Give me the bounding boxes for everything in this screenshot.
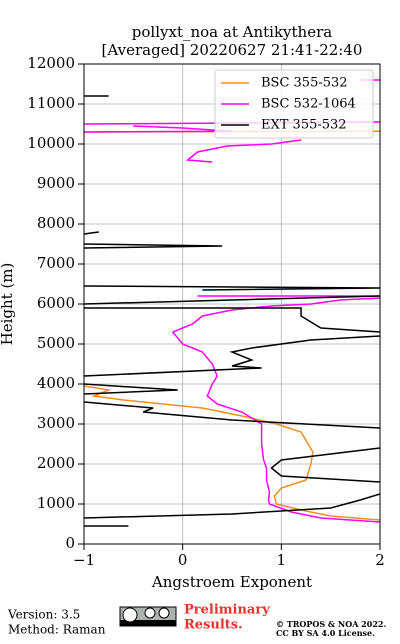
y-tick-label: 0 xyxy=(65,534,75,552)
legend-label: EXT 355-532 xyxy=(261,118,347,133)
y-tick-label: 9000 xyxy=(37,174,75,192)
profile-line xyxy=(84,125,233,133)
status: Preliminary xyxy=(184,603,270,618)
profile-line xyxy=(84,493,380,519)
y-axis-label: Height (m) xyxy=(0,263,16,346)
status: Results. xyxy=(184,618,243,633)
method: Method: Raman xyxy=(8,623,106,637)
x-tick-label: −1 xyxy=(73,551,95,569)
plot-frame xyxy=(83,63,381,545)
x-axis-label: Angstroem Exponent xyxy=(151,573,312,591)
profile-line xyxy=(270,447,380,483)
license: CC BY SA 4.0 License. xyxy=(276,628,375,638)
profile-line xyxy=(84,307,380,333)
profile-line xyxy=(84,335,380,377)
legend-box xyxy=(214,69,374,139)
legend-label: BSC 355-532 xyxy=(261,76,348,91)
y-tick-label: 4000 xyxy=(37,374,75,392)
profile-line xyxy=(171,297,380,523)
copyright: © TROPOS & NOA 2022. xyxy=(276,619,386,629)
y-tick-label: 3000 xyxy=(37,414,75,432)
x-tick-label: 0 xyxy=(178,551,188,569)
cc-logo xyxy=(119,606,177,627)
profile-line xyxy=(84,295,380,305)
version: Version: 3.5 xyxy=(7,608,80,622)
chart-title: pollyxt_noa at Antikythera xyxy=(132,23,332,41)
profile-line xyxy=(84,383,178,395)
y-tick-label: 2000 xyxy=(37,454,75,472)
y-tick-label: 6000 xyxy=(37,294,75,312)
profile-line xyxy=(185,139,302,163)
profile-line xyxy=(84,285,380,291)
y-tick-label: 10000 xyxy=(27,134,75,152)
x-tick-label: 2 xyxy=(375,551,385,569)
profile-line xyxy=(84,243,223,249)
y-tick-label: 1000 xyxy=(37,494,75,512)
y-tick-label: 5000 xyxy=(37,334,75,352)
chart-subtitle: [Averaged] 20220627 21:41-22:40 xyxy=(102,41,363,59)
legend-label: BSC 532-1064 xyxy=(261,97,356,112)
x-tick-label: 1 xyxy=(277,551,287,569)
y-tick-label: 8000 xyxy=(37,214,75,232)
profile-line xyxy=(84,401,380,429)
plot-lines xyxy=(84,79,380,527)
profile-line xyxy=(84,385,380,521)
y-tick-label: 11000 xyxy=(27,94,75,112)
y-tick-label: 7000 xyxy=(37,254,75,272)
profile-line xyxy=(84,231,99,235)
y-tick-label: 12000 xyxy=(27,54,75,72)
